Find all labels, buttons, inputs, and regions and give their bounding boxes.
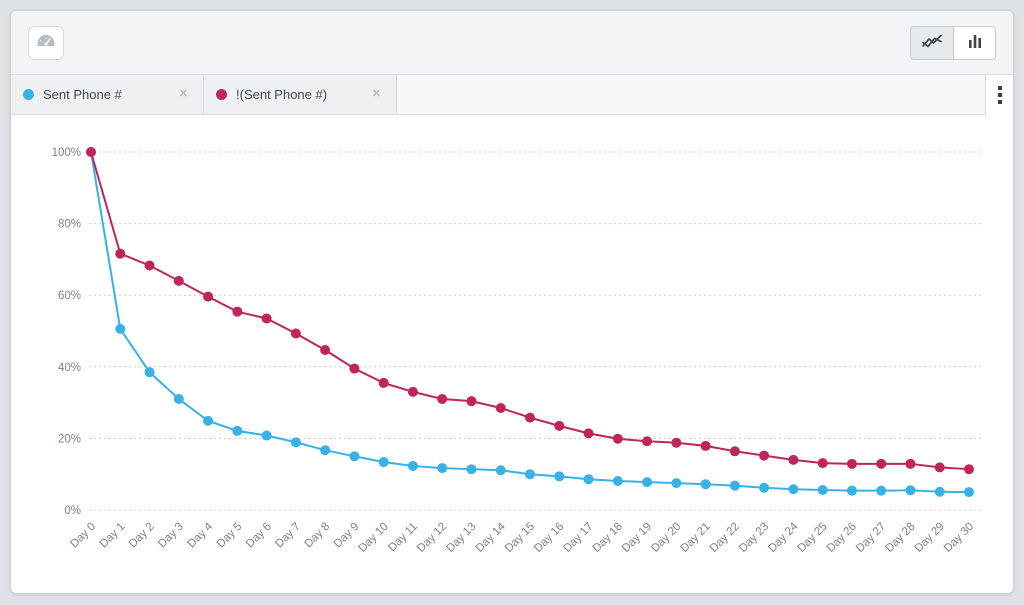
- svg-text:Day 28: Day 28: [883, 521, 917, 555]
- svg-text:Day 18: Day 18: [591, 521, 625, 555]
- line-chart-icon: [921, 32, 943, 53]
- series-tabs-row: Sent Phone # ✕ !(Sent Phone #) ✕: [11, 75, 1013, 115]
- svg-text:Day 8: Day 8: [303, 521, 333, 551]
- svg-text:Day 17: Day 17: [561, 521, 595, 555]
- svg-text:Day 21: Day 21: [678, 521, 712, 555]
- svg-text:Day 19: Day 19: [620, 521, 654, 555]
- tabs-spacer: [397, 75, 985, 115]
- bar-chart-toggle-button[interactable]: [953, 26, 995, 59]
- svg-text:Day 11: Day 11: [386, 521, 420, 555]
- svg-text:20%: 20%: [58, 433, 81, 445]
- close-icon[interactable]: ✕: [371, 88, 381, 100]
- svg-text:0%: 0%: [64, 505, 81, 517]
- svg-text:Day 20: Day 20: [649, 521, 683, 555]
- kebab-menu-icon: [997, 93, 1002, 97]
- svg-text:Day 24: Day 24: [766, 520, 801, 555]
- tab-label: !(Sent Phone #): [236, 87, 328, 102]
- dashboard-gauge-button[interactable]: [28, 25, 64, 60]
- retention-line-chart[interactable]: 0%20%40%60%80%100%Day 0 Day 1 Day 2 Day 3 Da…: [11, 115, 1013, 594]
- kebab-menu-button[interactable]: [985, 75, 1013, 115]
- svg-text:Day 4: Day 4: [185, 520, 215, 550]
- series-dot-icon: [216, 89, 227, 100]
- svg-text:Day 16: Day 16: [532, 521, 566, 555]
- svg-text:60%: 60%: [58, 290, 81, 302]
- svg-text:Day 1: Day 1: [98, 521, 128, 551]
- toolbar: [11, 11, 1013, 75]
- chart-card: Sent Phone # ✕ !(Sent Phone #) ✕ 0% 20% 40…: [10, 10, 1014, 594]
- tab-label: Sent Phone #: [43, 87, 122, 102]
- svg-text:Day 14: Day 14: [474, 520, 509, 555]
- chart-type-toggle: [910, 25, 996, 60]
- tab-not-sent-phone[interactable]: !(Sent Phone #) ✕: [204, 75, 397, 115]
- line-chart-toggle-button[interactable]: [911, 26, 953, 59]
- kebab-menu-icon: [997, 86, 1002, 90]
- svg-text:Day 22: Day 22: [708, 521, 742, 555]
- close-icon[interactable]: ✕: [178, 88, 188, 100]
- svg-text:Day 5: Day 5: [215, 521, 245, 551]
- svg-text:80%: 80%: [58, 219, 81, 231]
- svg-text:100%: 100%: [52, 147, 81, 159]
- series-dot-icon: [23, 89, 34, 100]
- svg-text:Day 2: Day 2: [127, 521, 157, 551]
- svg-text:Day 10: Day 10: [357, 521, 391, 555]
- bar-chart-icon: [966, 32, 984, 53]
- svg-text:Day 25: Day 25: [796, 521, 830, 555]
- svg-text:40%: 40%: [58, 362, 81, 374]
- svg-text:Day 15: Day 15: [503, 521, 537, 555]
- svg-text:Day 12: Day 12: [415, 521, 449, 555]
- svg-text:Day 29: Day 29: [913, 521, 947, 555]
- svg-text:Day 26: Day 26: [825, 521, 859, 555]
- kebab-menu-icon: [997, 100, 1002, 104]
- svg-text:Day 0: Day 0: [68, 521, 98, 551]
- retention-chart-panel: 0% 20% 40% 60% 80% 100% Day 0 Day 1 Day 2 Day 3 Da…: [11, 115, 1013, 594]
- svg-text:Day 30: Day 30: [942, 521, 976, 555]
- tab-sent-phone[interactable]: Sent Phone # ✕: [11, 75, 204, 115]
- svg-text:Day 23: Day 23: [737, 521, 771, 555]
- svg-text:Day 27: Day 27: [854, 521, 888, 555]
- svg-text:Day 3: Day 3: [156, 521, 186, 551]
- gauge-icon: [36, 33, 56, 52]
- svg-text:Day 6: Day 6: [244, 521, 274, 551]
- svg-text:Day 7: Day 7: [273, 521, 303, 551]
- svg-text:Day 13: Day 13: [444, 521, 478, 555]
